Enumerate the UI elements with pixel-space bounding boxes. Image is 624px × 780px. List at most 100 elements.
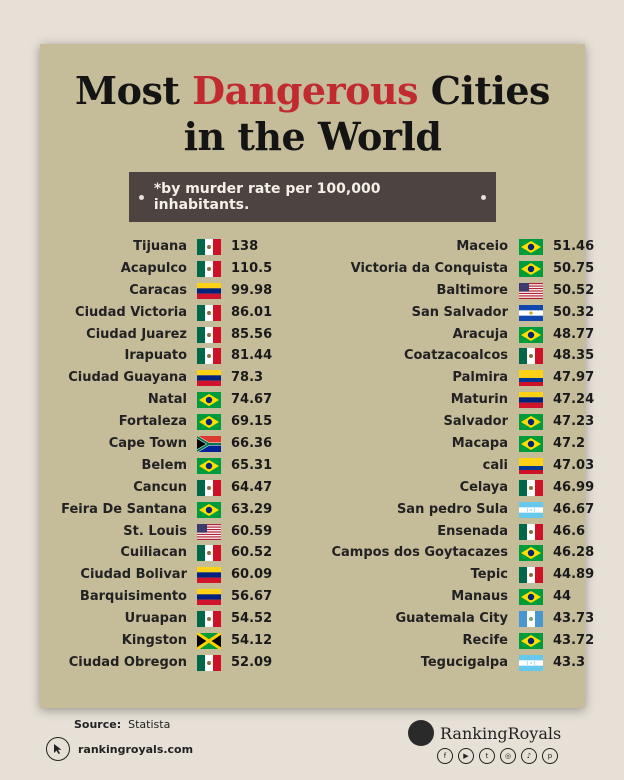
mexico-flag-icon: [519, 567, 543, 584]
city-name: Natal: [147, 392, 187, 408]
venezuela-flag-icon: [519, 392, 543, 409]
murder-rate: 74.67: [231, 392, 273, 408]
murder-rate: 78.3: [231, 370, 264, 386]
brazil-flag-icon: [519, 633, 543, 650]
city-name: Cuiliacan: [120, 545, 187, 561]
murder-rate: 47.97: [553, 370, 595, 386]
honduras-flag-icon: [519, 654, 543, 671]
mexico-flag-icon: [197, 479, 221, 496]
ranking-row: Irapuato 81.44: [40, 345, 285, 367]
ranking-row: Maturin 47.24: [285, 389, 594, 411]
city-name: Ciudad Juarez: [86, 326, 187, 342]
jamaica-flag-icon: [197, 633, 221, 650]
brazil-flag-icon: [519, 326, 543, 343]
murder-rate: 43.73: [553, 611, 595, 627]
colombia-flag-icon: [519, 370, 543, 387]
city-name: Baltimore: [436, 282, 508, 298]
ranking-row: Celaya 46.99: [285, 477, 594, 499]
source-credit: Source: Statista: [74, 718, 171, 731]
city-name: Guatemala City: [395, 611, 509, 627]
murder-rate: 99.98: [231, 282, 273, 298]
poster: Most Dangerous Cities in the World *by m…: [40, 44, 594, 708]
instagram-icon[interactable]: ◎: [500, 748, 516, 764]
ranking-row: Baltimore 50.52: [285, 280, 594, 302]
subtitle-banner: *by murder rate per 100,000 inhabitants.: [129, 172, 496, 222]
ranking-row: Aracuja 48.77: [285, 324, 594, 346]
ranking-row: Palmira 47.97: [285, 367, 594, 389]
city-name: Celaya: [459, 479, 508, 495]
venezuela-flag-icon: [197, 589, 221, 606]
ranking-row: Guatemala City 43.73: [285, 608, 594, 630]
usa-flag-icon: [197, 523, 221, 540]
murder-rate: 54.52: [231, 611, 273, 627]
left-ranking-list: Tijuana 138 Acapulco 110.5 Caracas 99.98 Ciuda…: [40, 236, 285, 674]
youtube-icon[interactable]: ▶: [458, 748, 474, 764]
murder-rate: 60.59: [231, 523, 273, 539]
ranking-row: cali 47.03: [285, 455, 594, 477]
tiktok-icon[interactable]: ♪: [521, 748, 537, 764]
ranking-row: Acapulco 110.5: [40, 258, 285, 280]
social-links: f ▶ t ◎ ♪ p: [437, 748, 558, 764]
brazil-flag-icon: [197, 392, 221, 409]
city-name: Ensenada: [437, 523, 508, 539]
dot-icon: [481, 194, 487, 200]
twitter-icon[interactable]: t: [479, 748, 495, 764]
venezuela-flag-icon: [197, 282, 221, 299]
city-name: Campos dos Goytacazes: [331, 545, 508, 561]
city-name: Macapa: [451, 436, 508, 452]
murder-rate: 86.01: [231, 304, 273, 320]
title-line-2: in the World: [183, 114, 442, 159]
ranking-row: Manaus 44: [285, 586, 585, 608]
brazil-flag-icon: [197, 501, 221, 518]
murder-rate: 46.99: [553, 479, 595, 495]
website-link[interactable]: rankingroyals.com: [46, 737, 193, 761]
city-name: Uruapan: [124, 611, 187, 627]
murder-rate: 46.67: [553, 501, 595, 517]
brand: RankingRoyals: [408, 720, 561, 746]
cursor-icon: [46, 737, 70, 761]
ranking-row: Coatzacoalcos 48.35: [285, 345, 594, 367]
city-name: Barquisimento: [79, 589, 187, 605]
mexico-flag-icon: [519, 479, 543, 496]
ranking-row: Cape Town 66.36: [40, 433, 285, 455]
mexico-flag-icon: [197, 348, 221, 365]
city-name: Coatzacoalcos: [403, 348, 508, 364]
brazil-flag-icon: [519, 589, 543, 606]
brazil-flag-icon: [519, 414, 543, 431]
pinterest-icon[interactable]: p: [542, 748, 558, 764]
murder-rate: 50.32: [553, 304, 595, 320]
city-name: Tegucigalpa: [420, 654, 508, 670]
murder-rate: 54.12: [231, 633, 273, 649]
venezuela-flag-icon: [197, 567, 221, 584]
murder-rate: 60.52: [231, 545, 273, 561]
mexico-flag-icon: [197, 304, 221, 321]
mexico-flag-icon: [519, 523, 543, 540]
murder-rate: 48.35: [553, 348, 595, 364]
colombia-flag-icon: [519, 457, 543, 474]
murder-rate: 50.52: [553, 282, 595, 298]
ranking-row: Ciudad Juarez 85.56: [40, 324, 285, 346]
murder-rate: 46.28: [553, 545, 595, 561]
dot-icon: [139, 194, 144, 200]
city-name: Maturin: [450, 392, 508, 408]
murder-rate: 81.44: [231, 348, 273, 364]
city-name: Cape Town: [108, 436, 187, 452]
ranking-row: Campos dos Goytacazes 46.28: [285, 542, 594, 564]
city-name: Aracuja: [452, 326, 508, 342]
ranking-row: Salvador 47.23: [285, 411, 594, 433]
city-name: Ciudad Victoria: [75, 304, 187, 320]
city-name: Ciudad Guayana: [68, 370, 187, 386]
ranking-row: Belem 65.31: [40, 455, 285, 477]
murder-rate: 52.09: [231, 654, 273, 670]
el-salvador-flag-icon: [519, 304, 543, 321]
city-name: Cancun: [133, 479, 187, 495]
city-name: Feira De Santana: [61, 501, 187, 517]
murder-rate: 47.03: [553, 457, 595, 473]
ranking-row: Cuiliacan 60.52: [40, 542, 285, 564]
city-name: San Salvador: [411, 304, 508, 320]
usa-flag-icon: [519, 282, 543, 299]
facebook-icon[interactable]: f: [437, 748, 453, 764]
murder-rate: 44: [553, 589, 572, 605]
city-name: Caracas: [129, 282, 187, 298]
guatemala-flag-icon: [519, 611, 543, 628]
